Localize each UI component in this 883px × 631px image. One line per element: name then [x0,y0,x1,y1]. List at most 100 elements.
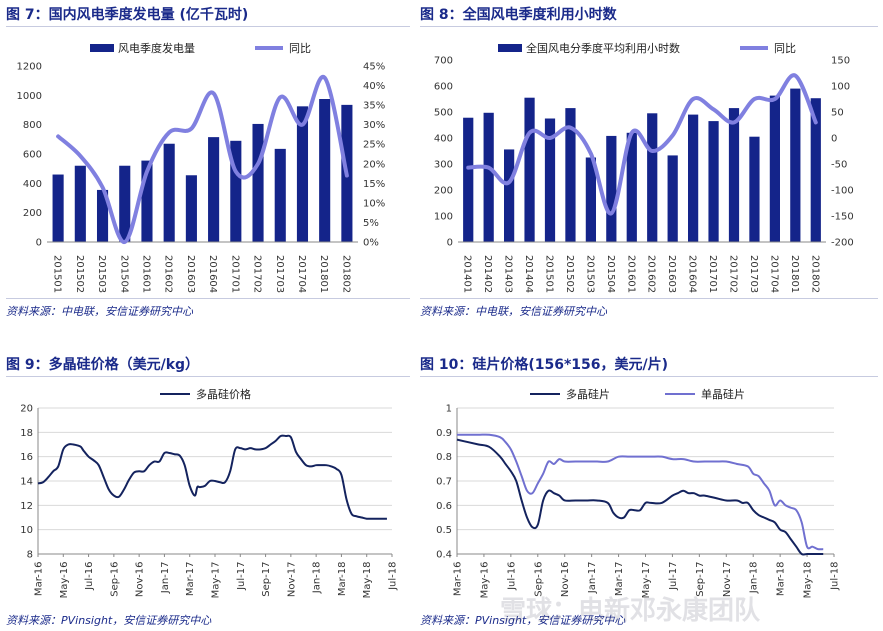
fig9-xtick-13: May-18 [362,562,373,599]
fig8-ytick-left-1: 100 [434,212,453,223]
fig8-legend-line-label: 同比 [774,42,796,55]
fig7-xtick-8: 201701 [229,255,240,293]
fig7-ytick-right-2: 10% [363,198,385,209]
fig7-ytick-right-7: 35% [363,101,385,112]
fig9-xtick-12: Mar-18 [337,562,348,597]
fig9-ytick-4: 16 [20,452,33,463]
fig10-xtick-12: Mar-18 [776,562,787,597]
fig10-series-line-1 [456,433,824,551]
fig7-ytick-right-5: 25% [363,140,385,151]
fig8-xtick-3: 201404 [523,255,534,293]
fig9-ytick-0: 8 [27,550,33,561]
fig10-xtick-0: Mar-16 [453,562,464,597]
fig8-xtick-12: 201701 [707,255,718,293]
fig7-bar-12 [319,99,331,242]
fig9-xtick-11: Jan-18 [312,562,323,595]
fig8-bar-7 [606,135,617,242]
fig7-xtick-11: 201704 [296,255,307,293]
fig7-ytick-left-4: 800 [23,120,42,131]
fig8-source: 资料来源：中电联，安信证券研究中心 [420,305,607,318]
fig8-xtick-5: 201502 [564,255,575,293]
fig8-xtick-6: 201503 [584,255,595,293]
fig8-bar-9 [647,113,658,242]
fig8-bar-10 [667,155,678,242]
fig10-ytick-1: 0.5 [436,525,452,536]
fig7-legend-line-label: 同比 [289,42,311,55]
fig10-ytick-6: 1 [446,404,452,415]
fig10-svg: 0.4 0.5 0.6 0.7 0.8 0.9 1 Mar-16 May-16 Jul-16 Sep… [436,387,840,599]
fig8-bar-5 [565,108,576,242]
fig9-chart: 8 10 12 14 16 18 20 Mar-16 May-16 Jul-16 Sep-16 Nov… [0,380,410,608]
fig7-bar-1 [74,165,86,242]
fig8-bar-3 [524,97,535,242]
fig8-xtick-7: 201504 [605,255,616,293]
fig9-xtick-5: Jan-17 [160,562,171,595]
fig10-ytick-2: 0.6 [436,501,452,512]
fig7-bar-9 [252,123,264,242]
fig8-xtick-4: 201501 [544,255,555,293]
fig7-ytick-left-2: 400 [23,179,42,190]
fig7-bar-10 [274,148,286,242]
fig7-ytick-left-6: 1200 [17,62,42,73]
fig9-ytick-3: 14 [20,477,33,488]
fig10-xtick-4: Nov-16 [560,562,571,598]
fig9-title: 图 9：多晶硅价格（美元/kg） [6,357,200,373]
fig7-bar-8 [230,140,242,242]
fig8-xtick-10: 201603 [666,255,677,293]
fig9-xtick-14: Jul-18 [388,562,399,591]
fig8-ytick-right-7: 150 [831,56,850,67]
fig10-legend-label-0: 多晶硅片 [566,387,610,401]
fig10-xtick-7: May-17 [641,562,652,599]
fig7-xtick-7: 201604 [207,255,218,293]
fig10-ytick-0: 0.4 [436,550,452,561]
fig7-ytick-left-5: 1000 [17,91,42,102]
fig9-legend-label-0: 多晶硅价格 [196,387,251,401]
fig10-series-line-0 [456,438,824,556]
fig9-series-line-0 [37,434,387,520]
fig9-xtick-10: Nov-17 [286,562,297,598]
fig9-ytick-6: 20 [20,404,33,415]
fig9-ytick-2: 12 [20,501,33,512]
fig7-bar-4 [141,160,153,242]
fig8-xtick-9: 201602 [646,255,657,293]
fig10-chart: 0.4 0.5 0.6 0.7 0.8 0.9 1 Mar-16 May-16 Jul-16 Sep… [420,380,880,608]
fig8-source-divider [420,298,878,299]
fig8-bar-6 [585,157,596,242]
fig8-ytick-left-7: 700 [434,56,453,67]
fig10-xtick-9: Sep-17 [695,562,706,597]
fig8-xtick-17: 201802 [809,255,820,293]
fig9-svg: 8 10 12 14 16 18 20 Mar-16 May-16 Jul-16 Sep-16 Nov… [20,387,399,599]
fig8-bar-17 [810,98,821,242]
fig10-ytick-4: 0.8 [436,452,452,463]
fig8-ytick-right-0: -200 [831,238,854,249]
fig8-title: 图 8：全国风电季度利用小时数 [420,7,617,23]
fig10-xtick-13: May-18 [803,562,814,599]
fig7-ytick-left-0: 0 [36,238,42,249]
fig10-xtick-11: Jan-18 [749,562,760,595]
fig10-xtick-6: Mar-17 [614,562,625,597]
fig7-bar-3 [119,165,131,242]
fig8-bar-11 [688,114,699,242]
fig9-source: 资料来源：PVinsight，安信证券研究中心 [6,614,212,627]
fig8-xtick-0: 201401 [462,255,473,293]
fig7-ytick-right-4: 20% [363,159,385,170]
fig7-series-line [56,75,349,244]
fig8-bar-4 [544,118,556,242]
fig7-xtick-4: 201601 [140,255,151,293]
fig10-legend-label-1: 单晶硅片 [701,388,745,401]
fig7-xtick-1: 201502 [74,255,85,293]
fig8-bar-2 [504,149,515,242]
fig9-xtick-9: Sep-17 [261,562,272,597]
fig8-ytick-left-4: 400 [434,134,453,145]
fig8-bar-12 [708,121,719,242]
fig9-xtick-6: Mar-17 [185,562,196,597]
fig8-xtick-16: 201801 [789,255,800,293]
fig7-xtick-3: 201504 [118,255,129,293]
fig8-ytick-left-5: 500 [434,108,453,119]
fig8-ytick-right-6: 100 [831,82,850,93]
fig7-ytick-right-1: 5% [363,218,379,229]
fig8-ytick-left-3: 300 [434,160,453,171]
fig8-legend-bar-swatch [498,44,522,52]
fig7-ytick-right-9: 45% [363,62,385,73]
fig7-bar-0 [52,174,64,242]
